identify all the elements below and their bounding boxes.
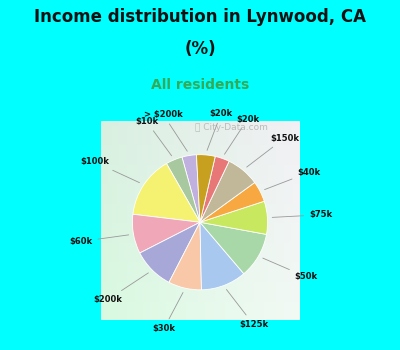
Wedge shape xyxy=(200,161,255,222)
Wedge shape xyxy=(200,222,266,274)
Wedge shape xyxy=(169,222,202,290)
Text: $200k: $200k xyxy=(94,273,148,304)
Text: $20k: $20k xyxy=(224,114,259,154)
Text: $150k: $150k xyxy=(247,134,299,167)
Text: All residents: All residents xyxy=(151,78,249,92)
Text: $40k: $40k xyxy=(264,168,320,190)
Text: $30k: $30k xyxy=(152,293,183,333)
Wedge shape xyxy=(133,163,200,222)
Wedge shape xyxy=(200,156,229,222)
Wedge shape xyxy=(132,214,200,253)
Text: $50k: $50k xyxy=(263,258,318,281)
Wedge shape xyxy=(200,183,264,222)
Text: $100k: $100k xyxy=(80,158,140,183)
Text: > $200k: > $200k xyxy=(144,110,187,151)
Text: $60k: $60k xyxy=(69,235,129,246)
Wedge shape xyxy=(200,201,268,234)
Text: $20k: $20k xyxy=(207,109,233,150)
Text: ⓘ City-Data.com: ⓘ City-Data.com xyxy=(195,123,268,132)
Wedge shape xyxy=(182,155,200,222)
Wedge shape xyxy=(166,157,200,222)
Text: $75k: $75k xyxy=(272,210,332,219)
Text: (%): (%) xyxy=(184,40,216,58)
Text: Income distribution in Lynwood, CA: Income distribution in Lynwood, CA xyxy=(34,8,366,26)
Text: $10k: $10k xyxy=(135,117,172,156)
Wedge shape xyxy=(196,155,215,222)
Wedge shape xyxy=(140,222,200,282)
Wedge shape xyxy=(200,222,244,290)
Text: $125k: $125k xyxy=(226,289,268,329)
